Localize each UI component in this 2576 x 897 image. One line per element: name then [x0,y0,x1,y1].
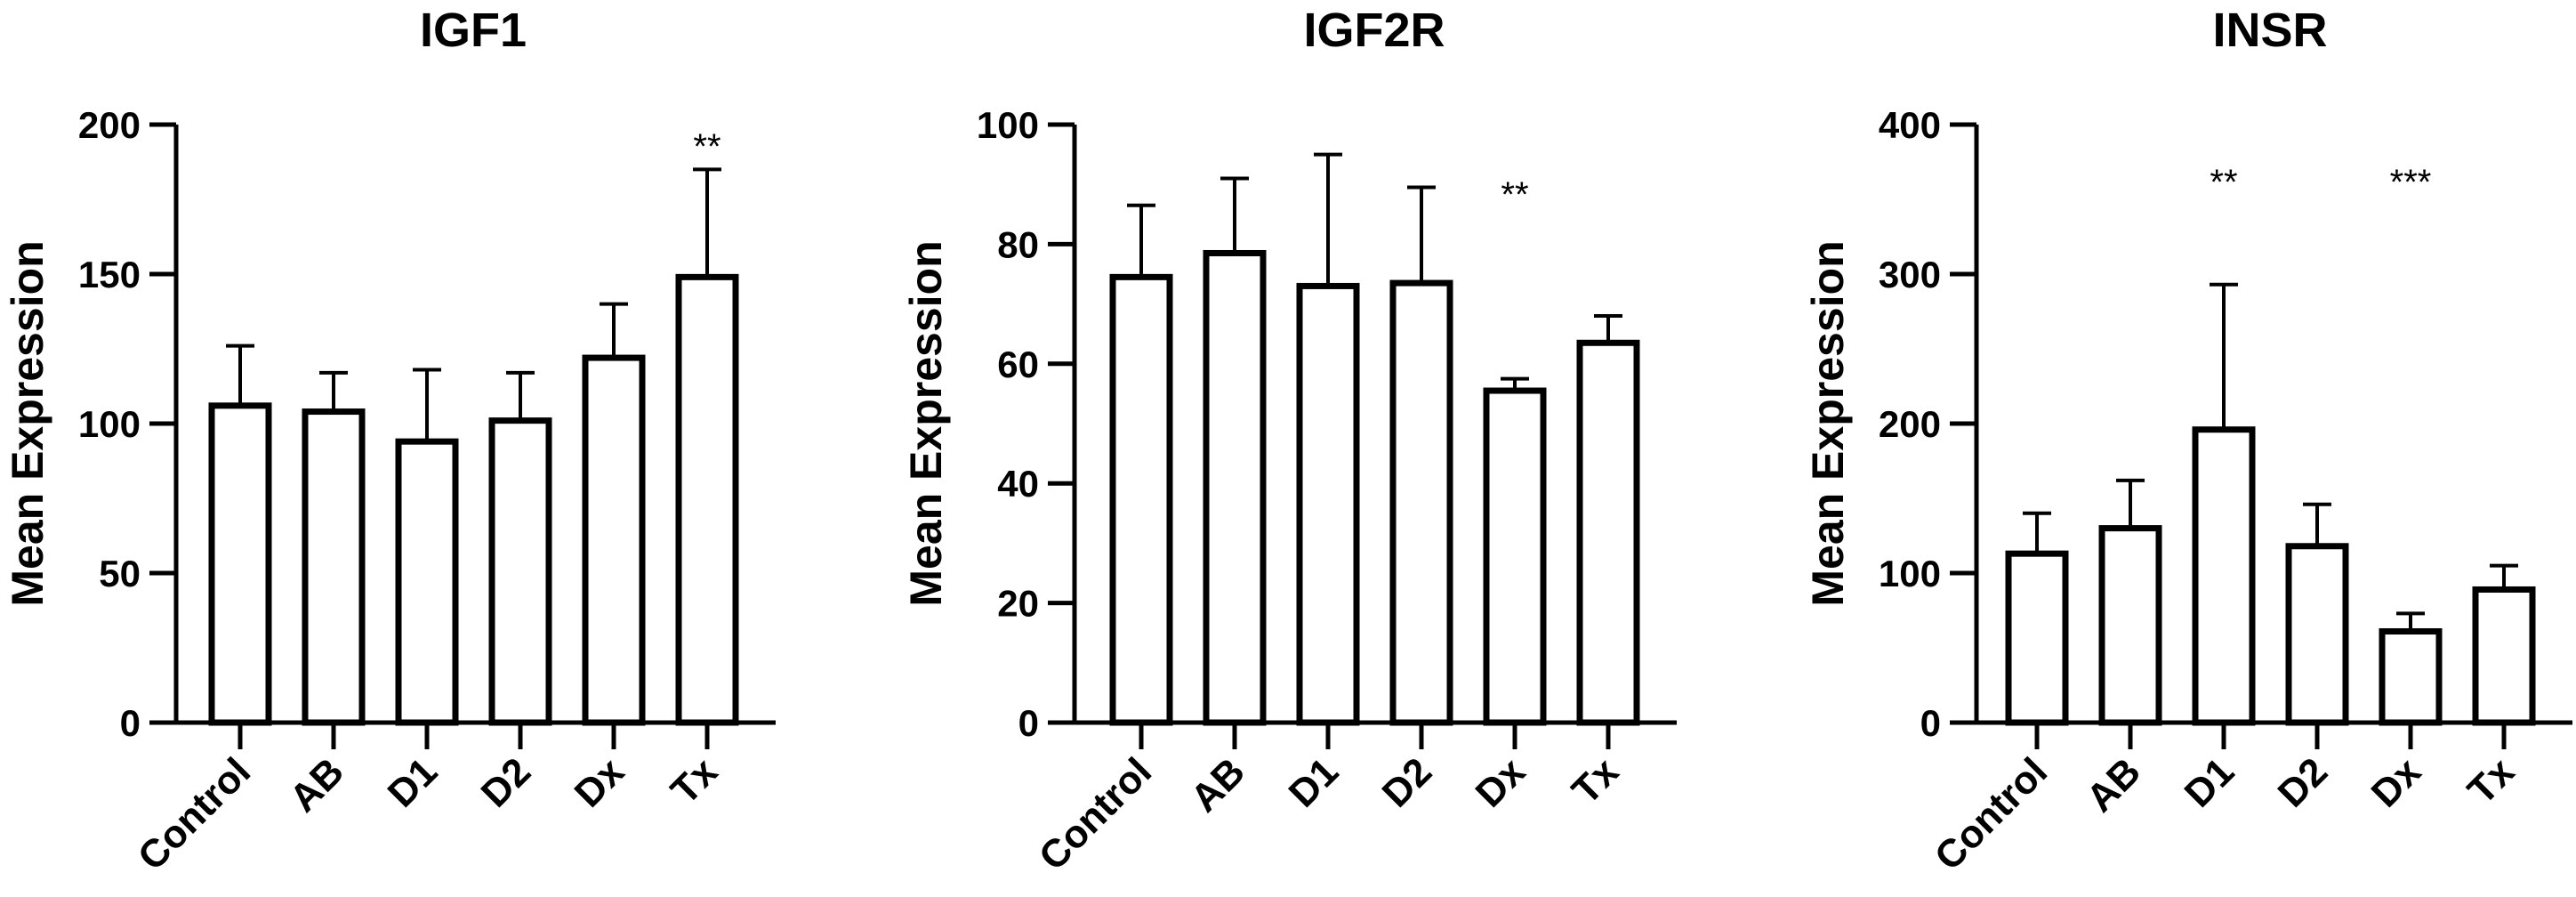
chart-title: IGF2R [1303,4,1445,57]
y-tick-label: 40 [997,463,1039,505]
y-tick-label: 200 [1879,403,1941,445]
y-tick-label: 60 [997,343,1039,385]
bar-ab [2098,525,2162,726]
x-tick-label: Tx [663,749,726,812]
bar-control [1109,273,1173,726]
y-tick-label: 100 [977,104,1039,146]
x-tick-label: D2 [1374,749,1440,815]
x-tick-label: AB [2078,749,2149,820]
x-tick-label: D1 [1281,749,1347,815]
y-tick-label: 0 [120,702,141,744]
y-axis-label: Mean Expression [1803,240,1853,606]
x-tick-label: AB [281,749,352,820]
significance-label: ** [2210,163,2237,202]
x-tick-label: AB [1182,749,1253,820]
chart-title: INSR [2212,4,2327,57]
y-tick-label: 20 [997,583,1039,625]
y-tick-label: 150 [78,254,141,295]
bar-ab [302,408,366,726]
y-tick-label: 0 [1920,702,1941,744]
bar-d1 [1296,282,1360,726]
bar-dx [582,354,646,726]
x-tick-label: D1 [2177,749,2242,815]
x-tick-label: Dx [2363,749,2430,816]
x-tick-label: D1 [380,749,446,815]
significance-label: ** [693,127,720,166]
bar-tx [2472,586,2536,726]
bar-d2 [1389,279,1453,726]
x-tick-label: D2 [2270,749,2336,815]
significance-label: ** [1501,175,1528,214]
x-tick-label: Control [1031,749,1160,878]
y-tick-label: 80 [997,223,1039,265]
y-tick-label: 50 [99,553,141,594]
y-tick-label: 300 [1879,254,1941,295]
chart-panel-0: IGF1 Mean Expression 0 50 100 150 200 Control AB… [3,4,776,879]
x-tick-label: Dx [567,749,633,816]
chart-title: IGF1 [420,4,527,57]
chart-panel-1: IGF2R Mean Expression 0 20 40 60 80 100 Control A… [901,4,1677,879]
bar-d1 [2192,426,2256,726]
y-tick-label: 100 [1879,553,1941,594]
y-tick-label: 100 [78,403,141,445]
bar-tx [1576,339,1640,726]
x-tick-label: Dx [1468,749,1534,816]
bar-dx [1483,387,1547,726]
significance-label: *** [2390,163,2432,202]
x-tick-label: Control [1927,749,2056,878]
bar-d1 [395,438,459,726]
bar-control [2005,550,2069,726]
x-tick-label: Control [130,749,259,878]
bar-d2 [2285,543,2349,726]
x-tick-label: D2 [473,749,539,815]
x-tick-label: Tx [2459,749,2523,812]
y-axis-label: Mean Expression [3,240,52,606]
bar-control [208,402,272,726]
x-tick-label: Tx [1564,749,1627,812]
y-tick-label: 400 [1879,104,1941,146]
y-tick-label: 200 [78,104,141,146]
bar-ab [1203,249,1267,726]
bar-tx [675,273,739,726]
y-tick-label: 0 [1018,702,1039,744]
y-axis-label: Mean Expression [901,240,951,606]
chart-panel-2: INSR Mean Expression 0 100 200 300 400 Control A… [1803,4,2572,879]
bar-d2 [488,417,552,726]
bar-dx [2379,628,2443,726]
